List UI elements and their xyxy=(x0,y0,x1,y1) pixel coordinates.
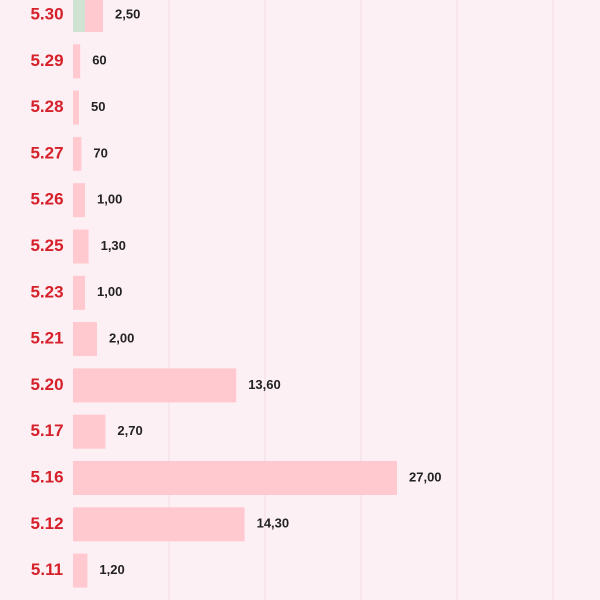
bar-segment xyxy=(73,183,85,218)
price-label: 5.29 xyxy=(30,51,63,70)
value-label: 1,30 xyxy=(101,238,126,253)
bar-segment xyxy=(73,322,97,357)
bar-segment xyxy=(73,414,106,449)
bar-segment xyxy=(73,0,85,32)
bar-segment xyxy=(73,229,89,264)
value-label: 60 xyxy=(92,53,106,68)
bar-segment xyxy=(73,368,237,403)
value-label: 2,70 xyxy=(117,423,142,438)
price-label: 5.27 xyxy=(30,143,63,162)
price-label: 5.21 xyxy=(30,329,63,348)
value-label: 1,00 xyxy=(97,192,122,207)
price-label: 5.28 xyxy=(30,97,63,116)
value-label: 1,20 xyxy=(99,562,124,577)
price-label: 5.16 xyxy=(30,467,63,486)
bar-segment xyxy=(73,44,81,79)
value-label: 13,60 xyxy=(248,377,281,392)
bar-segment xyxy=(85,0,103,32)
bar-segment xyxy=(73,461,397,495)
price-label: 5.20 xyxy=(30,375,63,394)
value-label: 1,00 xyxy=(97,284,122,299)
price-label: 5.11 xyxy=(31,560,63,579)
bar-segment xyxy=(73,90,79,125)
bar-segment xyxy=(73,507,245,542)
price-label: 5.25 xyxy=(30,236,63,255)
value-label: 70 xyxy=(93,145,107,160)
price-label: 5.12 xyxy=(30,514,63,533)
value-label: 27,00 xyxy=(409,469,442,484)
value-label: 14,30 xyxy=(257,516,290,531)
bar-segment xyxy=(73,136,82,171)
price-label: 5.23 xyxy=(30,282,63,301)
price-label: 5.26 xyxy=(30,190,63,209)
bar-segment xyxy=(73,553,88,588)
value-label: 2,50 xyxy=(115,6,140,21)
price-label: 5.17 xyxy=(30,421,63,440)
bar-segment xyxy=(73,275,85,310)
value-label: 2,00 xyxy=(109,331,134,346)
price-label: 5.30 xyxy=(30,4,63,23)
value-label: 50 xyxy=(91,99,105,114)
